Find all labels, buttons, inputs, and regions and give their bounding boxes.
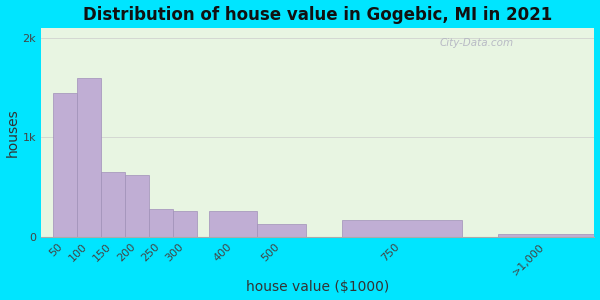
Y-axis label: houses: houses [5, 108, 20, 157]
Bar [498, 234, 595, 237]
Title: Distribution of house value in Gogebic, MI in 2021: Distribution of house value in Gogebic, … [83, 6, 552, 24]
Bar [101, 172, 125, 237]
X-axis label: house value ($1000): house value ($1000) [246, 280, 389, 294]
Text: City-Data.com: City-Data.com [439, 38, 514, 48]
Bar [173, 211, 197, 237]
Bar [209, 211, 257, 237]
Bar [342, 220, 462, 237]
Bar [53, 93, 77, 237]
Bar [257, 224, 305, 237]
Bar [77, 78, 101, 237]
Bar [125, 175, 149, 237]
Bar [149, 209, 173, 237]
